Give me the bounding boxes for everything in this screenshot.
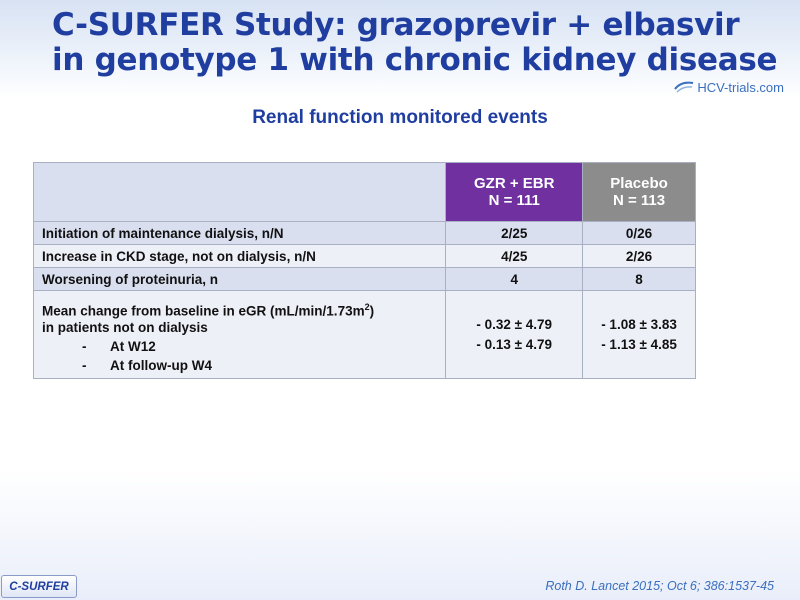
gzr-w12: - 0.32 ± 4.79 — [476, 316, 553, 332]
gzr-egfr-values: - 0.32 ± 4.79 - 0.13 ± 4.79 — [445, 290, 584, 379]
table-row: Initiation of maintenance dialysis, n/N … — [32, 221, 696, 245]
table-row: Worsening of proteinuria, n 4 8 — [32, 267, 696, 291]
title-line-1: C-SURFER Study: grazoprevir + elbasvir — [52, 7, 740, 43]
slide-subtitle: Renal function monitored events — [252, 107, 548, 128]
gzr-ebr-n: N = 111 — [488, 192, 540, 209]
header-placebo: Placebo N = 113 — [582, 162, 696, 222]
logo-text: HCV-trials.com — [697, 79, 784, 95]
hcv-trials-logo: HCV-trials.com — [673, 76, 784, 98]
egfr-label-line2: in patients not on dialysis — [42, 319, 208, 335]
title-line-2: in genotype 1 with chronic kidney diseas… — [52, 42, 778, 78]
list-item-label: At W12 — [110, 338, 156, 354]
list-dash: - — [82, 357, 87, 373]
placebo-n: N = 113 — [612, 192, 666, 209]
gzr-fuw4: - 0.13 ± 4.79 — [476, 336, 553, 352]
list-item: - At W12 — [82, 339, 437, 355]
slide-title: C-SURFER Study: grazoprevir + elbasvir i… — [52, 7, 778, 78]
logo-swoosh-icon — [674, 81, 694, 93]
row-label: Worsening of proteinuria, n — [32, 267, 447, 291]
citation: Roth D. Lancet 2015; Oct 6; 386:1537-45 — [545, 579, 774, 593]
egfr-label-suffix: ) — [369, 303, 375, 319]
gzr-ebr-label: GZR + EBR — [474, 175, 555, 192]
list-dash: - — [82, 338, 87, 354]
header-blank-cell — [32, 162, 447, 222]
gzr-value: 2/25 — [445, 221, 584, 245]
placebo-value: 0/26 — [582, 221, 696, 245]
placebo-w12: - 1.08 ± 3.83 — [601, 316, 677, 332]
placebo-label: Placebo — [610, 175, 668, 192]
table-header-row: GZR + EBR N = 111 Placebo N = 113 — [32, 162, 696, 222]
slide-header: C-SURFER Study: grazoprevir + elbasvir i… — [0, 0, 800, 98]
table-row-egfr: Mean change from baseline in eGR (mL/min… — [32, 290, 696, 379]
gzr-value: 4 — [445, 267, 584, 291]
placebo-fuw4: - 1.13 ± 4.85 — [601, 336, 677, 352]
header-gzr-ebr: GZR + EBR N = 111 — [445, 162, 584, 222]
egfr-label: Mean change from baseline in eGR (mL/min… — [42, 299, 437, 320]
egfr-label-sup: 2 — [364, 302, 370, 312]
placebo-value: 8 — [582, 267, 696, 291]
list-item-label: At follow-up W4 — [110, 357, 212, 373]
row-label: Increase in CKD stage, not on dialysis, … — [32, 244, 447, 268]
list-item: - At follow-up W4 — [82, 358, 437, 374]
placebo-egfr-values: - 1.08 ± 3.83 - 1.13 ± 4.85 — [582, 290, 696, 379]
placebo-value: 2/26 — [582, 244, 696, 268]
egfr-label-cell: Mean change from baseline in eGR (mL/min… — [32, 290, 447, 379]
table-row: Increase in CKD stage, not on dialysis, … — [32, 244, 696, 268]
study-badge: C-SURFER — [1, 575, 77, 598]
egfr-label-prefix: Mean change from baseline in eGR (mL/min… — [42, 303, 365, 319]
renal-events-table: GZR + EBR N = 111 Placebo N = 113 Initia… — [32, 162, 696, 379]
row-label: Initiation of maintenance dialysis, n/N — [32, 221, 447, 245]
gzr-value: 4/25 — [445, 244, 584, 268]
